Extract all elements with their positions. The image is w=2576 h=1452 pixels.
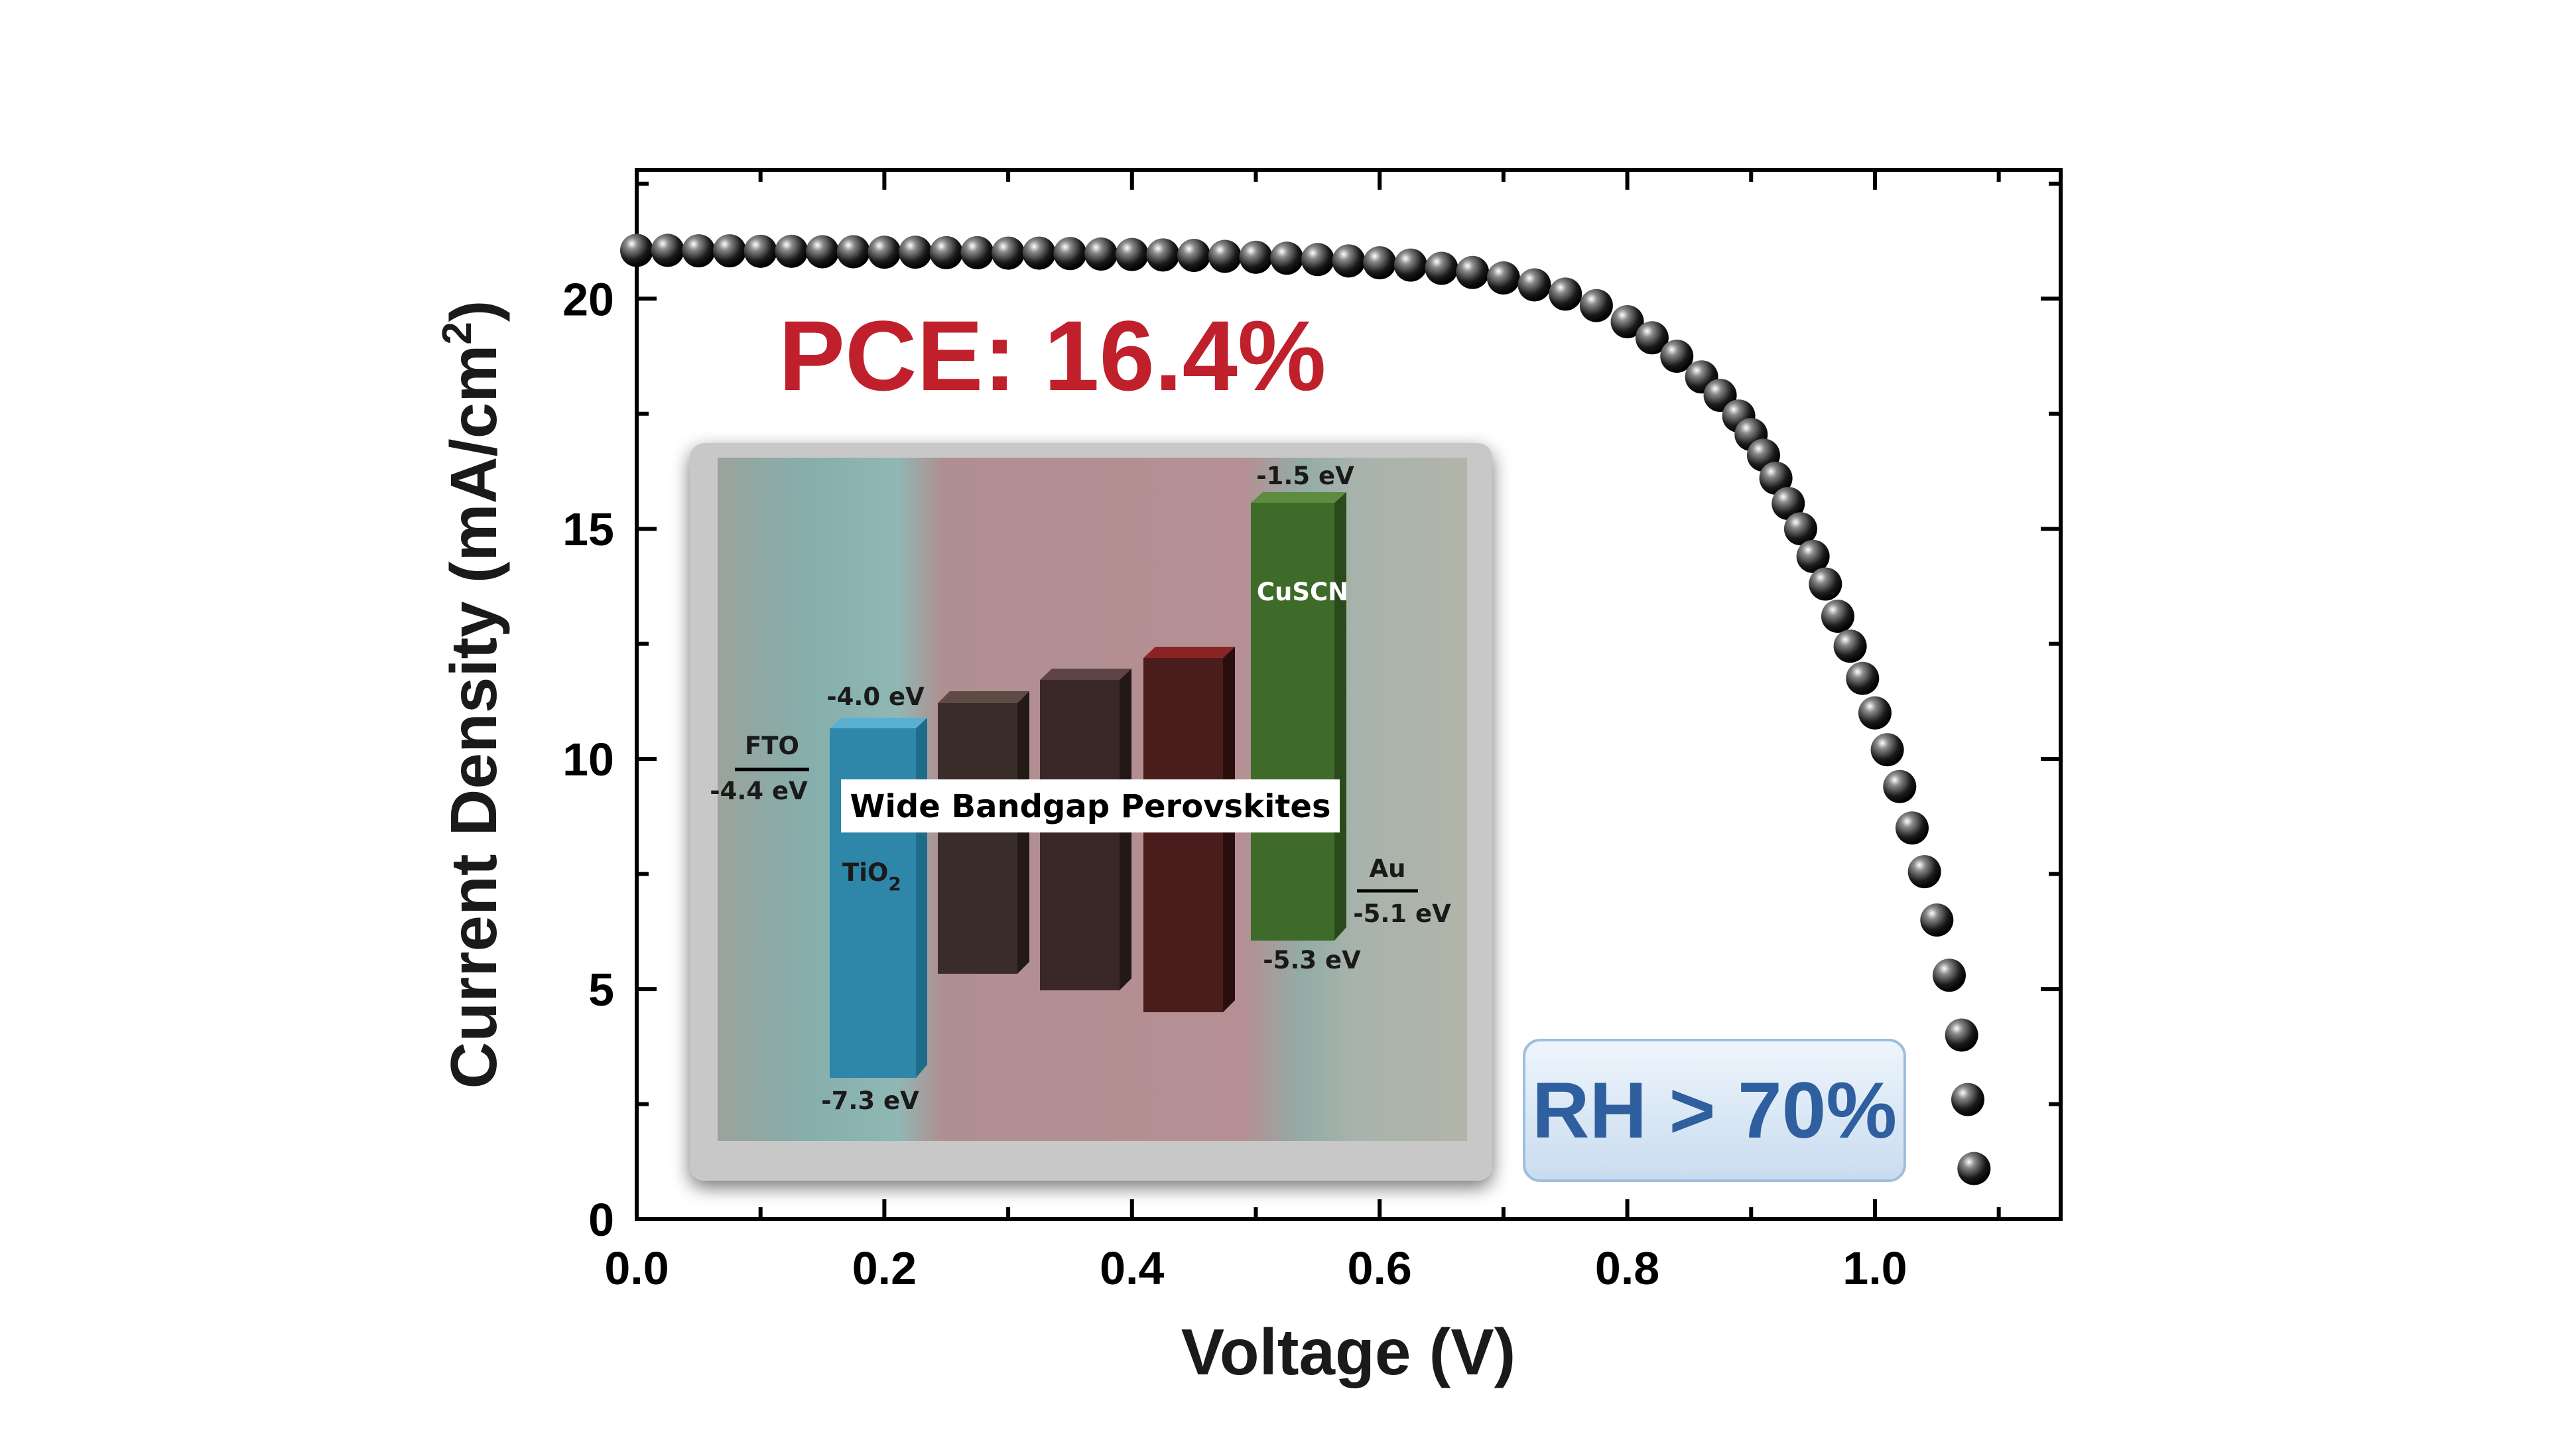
data-point: [1771, 487, 1805, 521]
data-point: [1146, 238, 1180, 272]
data-point: [775, 234, 808, 268]
data-point: [1053, 237, 1087, 271]
axis-ticks: [635, 170, 2061, 1221]
data-point: [960, 235, 994, 269]
au-label: Au: [1370, 854, 1406, 883]
x-tick-label: 0.4: [1100, 1242, 1164, 1294]
data-point: [1920, 903, 1954, 937]
data-point: [899, 235, 933, 269]
data-point: [1425, 251, 1458, 285]
cuscn-label: CuSCN: [1257, 578, 1348, 606]
y-tick-label: 15: [562, 503, 614, 555]
wbp-label-box: [841, 779, 1340, 832]
au-level: -5.1 eV: [1353, 899, 1451, 928]
data-point: [1883, 769, 1917, 803]
jv-curve-markers: [620, 233, 1991, 1185]
y-axis-title: Current Density (mA/cm2): [434, 300, 510, 1089]
data-point: [1208, 239, 1242, 273]
rh-badge: RH > 70%: [1523, 1039, 1906, 1182]
data-point: [1517, 268, 1551, 302]
data-point: [836, 235, 870, 269]
rh-annotation: RH > 70%: [1532, 1066, 1897, 1155]
tio2-top-level: -4.0 eV: [826, 683, 925, 711]
tio2-label: TiO2: [842, 858, 901, 895]
data-point: [1363, 246, 1397, 280]
data-point: [1239, 240, 1273, 274]
data-point: [1579, 289, 1613, 322]
data-point: [1456, 255, 1490, 289]
fto-label: FTO: [745, 732, 799, 760]
x-tick-label: 0.0: [604, 1242, 669, 1294]
data-point: [1393, 248, 1427, 282]
data-point: [1957, 1152, 1991, 1185]
data-point: [1833, 629, 1867, 663]
data-point: [806, 235, 840, 269]
cuscn-top-level: -1.5 eV: [1256, 462, 1354, 490]
tio2-bottom-level: -7.3 eV: [821, 1087, 919, 1115]
data-point: [743, 234, 777, 268]
data-point: [713, 234, 747, 268]
data-point: [1846, 661, 1880, 695]
data-point: [1951, 1083, 1984, 1116]
data-point: [1610, 304, 1644, 338]
data-point: [1660, 340, 1694, 373]
y-tick-label: 20: [562, 273, 614, 325]
wbp-label: Wide Bandgap Perovskites: [850, 788, 1330, 825]
y-tick-label: 0: [588, 1194, 614, 1246]
data-point: [1486, 261, 1520, 295]
data-point: [992, 236, 1025, 270]
energy-level-inset: FTO -4.4 eV -4.0 eV TiO2 -7.3 eV: [690, 443, 1492, 1181]
data-point: [1796, 539, 1830, 573]
data-point: [1270, 241, 1304, 275]
data-point: [1301, 243, 1334, 277]
data-point: [1907, 855, 1941, 889]
plot-frame: [635, 168, 2063, 1221]
data-point: [1809, 567, 1842, 601]
y-tick-label: 10: [562, 734, 614, 785]
data-point: [929, 235, 963, 269]
x-axis-title: Voltage (V): [1181, 1315, 1516, 1388]
data-point: [620, 233, 653, 267]
x-tick-label: 0.6: [1348, 1242, 1412, 1294]
data-point: [1115, 237, 1149, 271]
data-point: [1858, 696, 1892, 730]
tio2-bar: [830, 718, 927, 1078]
perovskite-bar-2: [1040, 669, 1131, 990]
data-point: [1945, 1018, 1978, 1052]
data-point: [1022, 236, 1056, 270]
data-point: [1759, 461, 1793, 495]
data-point: [1635, 321, 1669, 355]
data-point: [1932, 958, 1966, 992]
data-point: [1549, 277, 1582, 311]
data-point: [1821, 600, 1854, 633]
data-point: [651, 233, 684, 267]
data-point: [1895, 811, 1929, 845]
cuscn-bottom-level: -5.3 eV: [1263, 946, 1361, 974]
data-point: [1332, 244, 1366, 278]
y-tick-label: 5: [588, 964, 614, 1016]
x-tick-label: 0.8: [1595, 1242, 1659, 1294]
data-point: [1783, 512, 1817, 546]
x-tick-label: 1.0: [1842, 1242, 1907, 1294]
data-point: [682, 234, 716, 268]
cuscn-bar: [1251, 492, 1346, 941]
data-point: [1870, 733, 1904, 767]
pce-annotation: PCE: 16.4%: [779, 300, 1326, 411]
axis-tick-labels: 0.0 0.2 0.4 0.6 0.8 1.0 0 5 10 15 20: [562, 273, 1907, 1294]
data-point: [1084, 237, 1118, 271]
data-point: [868, 235, 901, 269]
data-point: [1177, 239, 1211, 273]
x-tick-label: 0.2: [852, 1242, 917, 1294]
fto-level: -4.4 eV: [710, 777, 808, 805]
